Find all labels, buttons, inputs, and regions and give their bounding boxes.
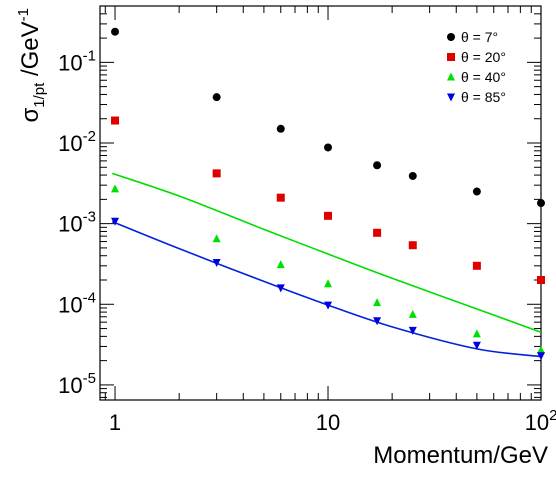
- data-points: [111, 27, 545, 361]
- y-axis-title-subscript: 1/pt: [31, 82, 48, 108]
- legend-marker-3: [447, 72, 455, 81]
- data-point-series-1: [111, 27, 120, 36]
- y-axis-title: σ1/pt /GeV-1: [15, 8, 48, 123]
- data-point-series-3: [472, 329, 481, 338]
- y-tick-label: 10-4: [58, 289, 96, 317]
- legend-marker-2: [447, 53, 455, 61]
- data-point-series-4: [111, 217, 120, 226]
- data-point-series-3: [212, 234, 221, 243]
- data-point-series-4: [276, 284, 285, 293]
- legend-label-3: θ = 40°: [461, 69, 506, 85]
- data-point-series-2: [276, 193, 285, 202]
- data-point-series-4: [537, 352, 545, 361]
- legend: θ = 7° θ = 20° θ = 40° θ = 85°: [447, 29, 506, 105]
- y-tick-label: 10-5: [58, 370, 96, 398]
- data-point-series-2: [212, 169, 221, 178]
- data-point-series-1: [212, 93, 221, 102]
- legend-marker-4: [447, 93, 455, 102]
- tick-labels: 1 10 102 10-5 10-4 10-3 10-2 10-1: [58, 47, 556, 435]
- y-tick-label: 10-1: [58, 47, 96, 75]
- data-point-series-2: [472, 261, 481, 270]
- data-point-series-3: [111, 184, 120, 193]
- data-point-series-2: [373, 228, 382, 237]
- data-point-series-1: [373, 161, 382, 170]
- data-point-series-2: [537, 276, 545, 285]
- legend-marker-1: [447, 33, 455, 41]
- data-point-series-1: [324, 143, 333, 152]
- data-point-series-3: [276, 260, 285, 269]
- fit-curve-1: [111, 172, 542, 333]
- data-point-series-4: [212, 258, 221, 267]
- data-point-series-3: [408, 309, 417, 318]
- data-point-series-1: [276, 124, 285, 133]
- data-point-series-1: [472, 187, 481, 196]
- y-tick-label: 10-3: [58, 209, 96, 237]
- data-point-series-4: [373, 317, 382, 326]
- data-point-series-2: [408, 241, 417, 250]
- y-axis-title-symbol: σ: [17, 108, 44, 123]
- data-point-series-1: [537, 199, 545, 208]
- y-axis-title-superscript: -1: [15, 8, 32, 21]
- y-axis-title-unit: /GeV: [17, 21, 44, 82]
- data-point-series-4: [472, 341, 481, 350]
- axis-ticks: [100, 5, 542, 400]
- data-point-series-2: [111, 116, 120, 125]
- legend-label-2: θ = 20°: [461, 49, 506, 65]
- data-point-series-3: [537, 345, 545, 354]
- data-point-series-4: [324, 301, 333, 310]
- x-tick-label: 102: [525, 407, 556, 435]
- data-point-series-3: [324, 279, 333, 288]
- data-point-series-4: [408, 326, 417, 335]
- y-tick-label: 10-2: [58, 128, 96, 156]
- data-point-series-3: [373, 298, 382, 307]
- data-point-series-2: [324, 211, 333, 220]
- x-axis-title: Momentum/GeV: [373, 442, 548, 469]
- data-point-series-1: [408, 171, 417, 180]
- legend-label-4: θ = 85°: [461, 89, 506, 105]
- x-tick-label: 1: [109, 410, 121, 435]
- legend-label-1: θ = 7°: [461, 29, 498, 45]
- x-tick-label: 10: [316, 410, 340, 435]
